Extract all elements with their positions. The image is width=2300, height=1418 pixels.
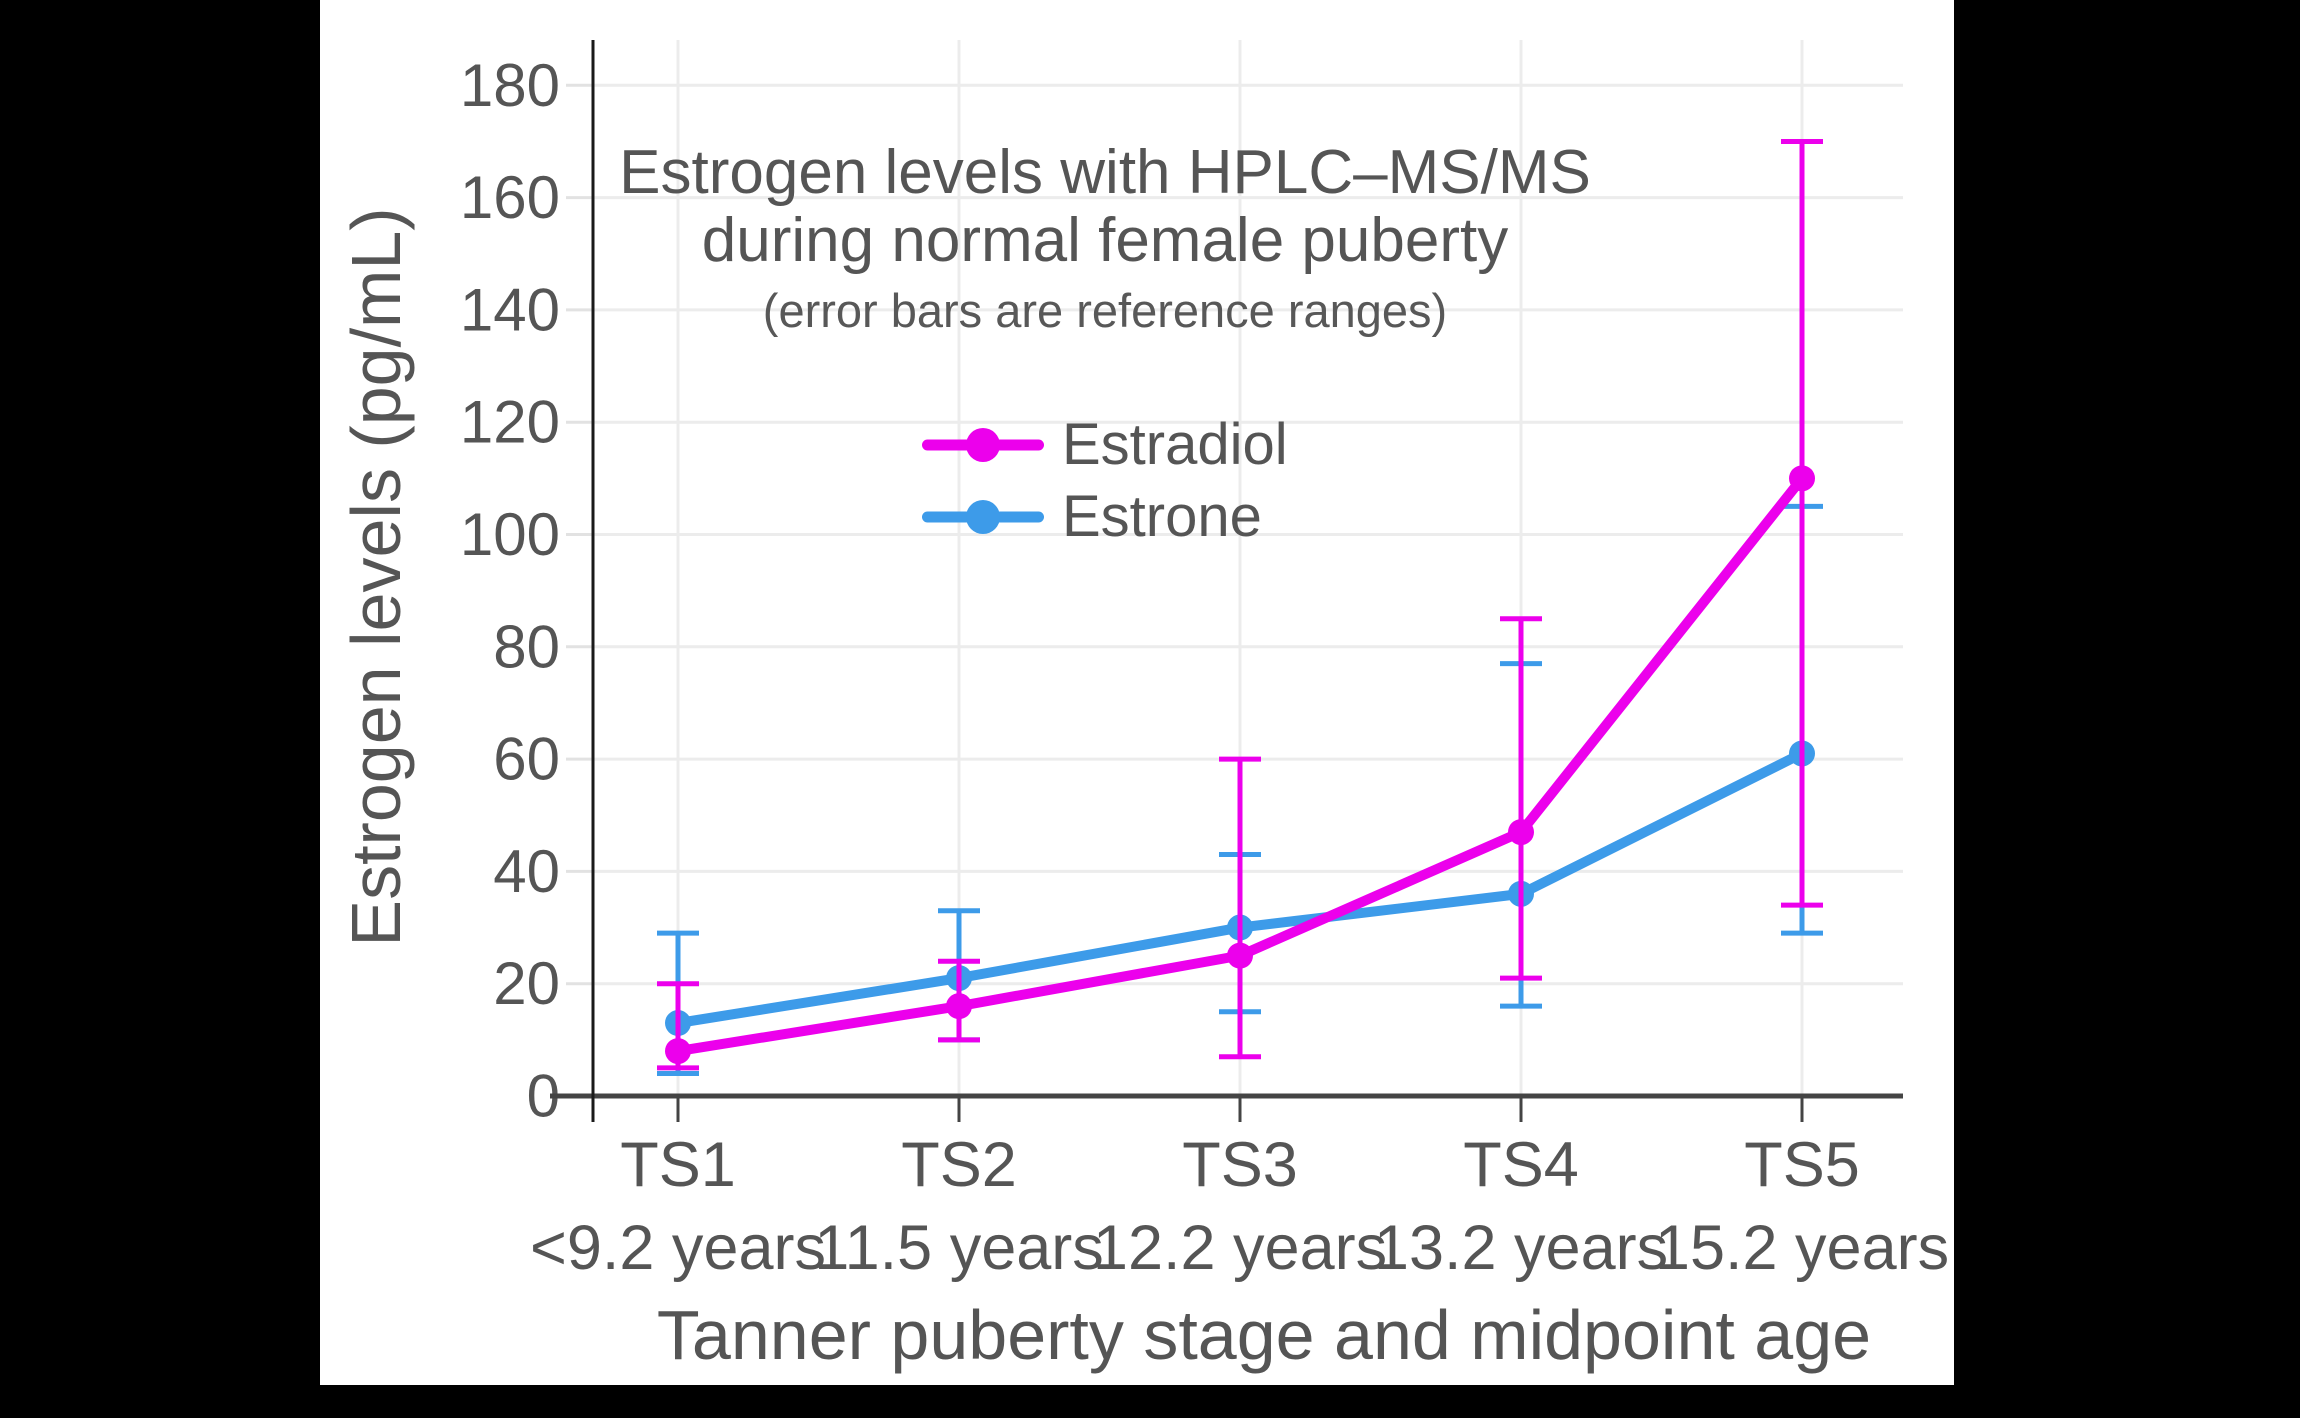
- data-point-estradiol: [665, 1038, 691, 1065]
- legend: Estradiol Estrone: [922, 409, 1288, 553]
- x-tick-label: TS4: [1463, 1130, 1579, 1200]
- y-tick-label: 180: [460, 52, 560, 119]
- chart-title-line1: Estrogen levels with HPLC–MS/MS: [619, 138, 1591, 207]
- data-point-estradiol: [1508, 819, 1534, 846]
- legend-item-estrone: Estrone: [922, 481, 1288, 553]
- y-tick-label: 20: [493, 950, 560, 1017]
- estradiol-legend-swatch-icon: [922, 409, 1044, 481]
- y-tick-label: 60: [493, 726, 560, 793]
- y-tick-label: 40: [493, 838, 560, 905]
- data-point-estradiol: [946, 993, 972, 1020]
- x-tick-label: TS5: [1744, 1130, 1860, 1200]
- y-tick-label: 160: [460, 164, 560, 231]
- data-point-estradiol: [1789, 465, 1815, 492]
- chart-title-line2: during normal female puberty: [701, 206, 1509, 275]
- x-tick-label: TS3: [1182, 1130, 1298, 1200]
- legend-item-estradiol: Estradiol: [922, 409, 1288, 481]
- x-tick-sublabel: <9.2 years: [530, 1213, 826, 1283]
- y-tick-label: 140: [460, 276, 560, 343]
- legend-label-estrone: Estrone: [1062, 484, 1262, 549]
- y-tick-label: 80: [493, 613, 560, 680]
- x-tick-label: TS1: [620, 1130, 736, 1200]
- x-tick-sublabel: 13.2 years: [1374, 1213, 1668, 1283]
- chart-subtitle: (error bars are reference ranges): [762, 284, 1448, 337]
- y-axis-title: Estrogen levels (pg/mL): [337, 207, 415, 947]
- data-point-estradiol: [1227, 942, 1253, 969]
- x-tick-sublabel: 15.2 years: [1655, 1213, 1949, 1283]
- x-tick-sublabel: 11.5 years: [814, 1213, 1104, 1283]
- estrone-legend-swatch-icon: [922, 481, 1044, 553]
- x-tick-sublabel: 12.2 years: [1093, 1213, 1387, 1283]
- legend-label-estradiol: Estradiol: [1062, 412, 1288, 477]
- x-tick-label: TS2: [901, 1130, 1017, 1200]
- x-axis-title: Tanner puberty stage and midpoint age: [656, 1296, 1872, 1374]
- y-tick-label: 120: [460, 389, 560, 456]
- y-tick-label: 100: [460, 501, 560, 568]
- chart-canvas: 0 20 40 60 80 100 120 140 160 180 TS1 TS2 TS3 TS4 TS5 <…: [320, 0, 1954, 1385]
